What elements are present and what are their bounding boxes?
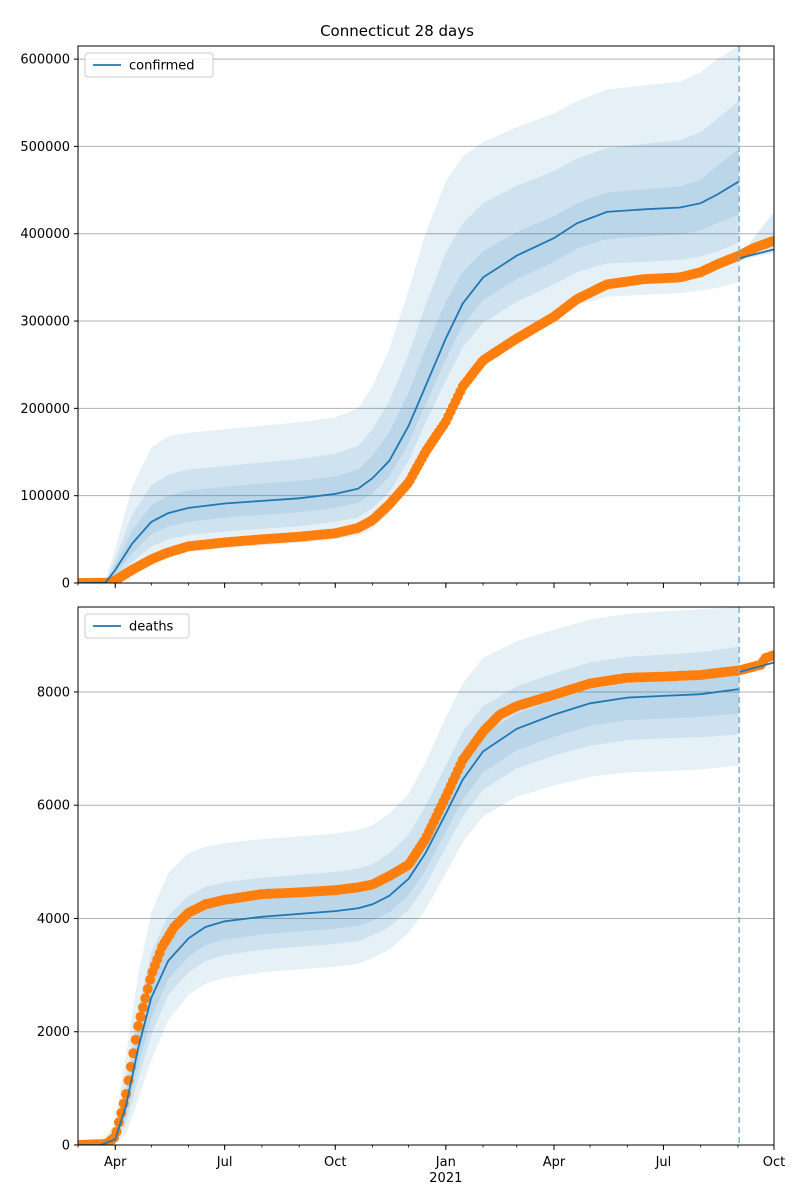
confirmed-model-line — [78, 180, 740, 583]
confirmed-confidence-bands — [78, 46, 774, 583]
deaths-observed-point — [767, 650, 774, 661]
confirmed-panel: 0 100000 200000 300000 400000 500000 600000 co… — [20, 45, 775, 592]
confirmed-band-middle — [78, 101, 740, 583]
deaths-legend-label: deaths — [129, 620, 174, 635]
deaths-ytick-label: 8000 — [37, 685, 70, 700]
deaths-panel: 0 2000 4000 6000 8000 Apr Jul Oct Jan Apr Jul Oct 20… — [37, 606, 785, 1186]
confirmed-band-inner — [78, 149, 740, 583]
deaths-observed-point — [140, 993, 151, 1004]
confirmed-extension-line — [738, 248, 774, 260]
deaths-band-middle — [78, 646, 740, 1145]
deaths-ytick-label: 6000 — [37, 799, 70, 814]
deaths-band-inner — [78, 673, 740, 1145]
deaths-model-lines — [78, 661, 774, 1145]
xtick-label: Jul — [216, 1155, 233, 1170]
confirmed-axes-frame — [77, 45, 775, 584]
confirmed-ytick-label: 100000 — [20, 489, 70, 504]
confirmed-legend-label: confirmed — [129, 59, 195, 74]
xtick-label: Oct — [324, 1155, 346, 1170]
confirmed-observed-point — [767, 236, 774, 247]
deaths-observed-point — [137, 1002, 148, 1013]
deaths-observed-point — [142, 984, 153, 994]
deaths-grid — [78, 691, 774, 1146]
deaths-axes: 0 2000 4000 6000 8000 Apr Jul Oct Jan Apr Jul Oct 20… — [37, 606, 785, 1186]
confirmed-model-lines — [78, 180, 774, 583]
deaths-model-line — [78, 688, 740, 1145]
deaths-observed-point — [133, 1021, 144, 1032]
deaths-legend: deaths — [84, 613, 190, 639]
xaxis-year-label: 2021 — [429, 1171, 462, 1186]
deaths-extension-line — [738, 661, 774, 673]
confirmed-band-outer — [78, 46, 740, 583]
deaths-observed-point — [135, 1011, 146, 1022]
deaths-ytick-label: 2000 — [37, 1025, 70, 1040]
confirmed-ytick-label: 0 — [62, 577, 70, 592]
xtick-label: Apr — [543, 1155, 566, 1170]
deaths-confidence-bands — [78, 607, 774, 1145]
deaths-axes-frame — [77, 606, 775, 1146]
deaths-legend-box — [84, 613, 190, 639]
xtick-label: Oct — [763, 1155, 785, 1170]
confirmed-legend: confirmed — [84, 52, 214, 78]
confirmed-axes: 0 100000 200000 300000 400000 500000 600000 — [20, 45, 775, 592]
chart-title: Connecticut 28 days — [320, 22, 474, 40]
xtick-label: Jul — [655, 1155, 672, 1170]
confirmed-ytick-label: 300000 — [20, 315, 70, 330]
xtick-label: Apr — [104, 1155, 127, 1170]
confirmed-ytick-label: 500000 — [20, 140, 70, 155]
deaths-ytick-label: 0 — [62, 1139, 70, 1154]
deaths-observed-point — [130, 1034, 141, 1045]
deaths-ytick-label: 4000 — [37, 912, 70, 927]
confirmed-ytick-label: 600000 — [20, 53, 70, 68]
deaths-observed-points — [78, 650, 774, 1145]
confirmed-ytick-label: 400000 — [20, 227, 70, 242]
confirmed-ytick-label: 200000 — [20, 402, 70, 417]
confirmed-legend-box — [84, 52, 214, 78]
deaths-band-outer — [78, 607, 740, 1145]
deaths-observed-point — [145, 974, 156, 985]
confirmed-observed-points — [78, 236, 774, 583]
xtick-label: Jan — [435, 1155, 456, 1170]
